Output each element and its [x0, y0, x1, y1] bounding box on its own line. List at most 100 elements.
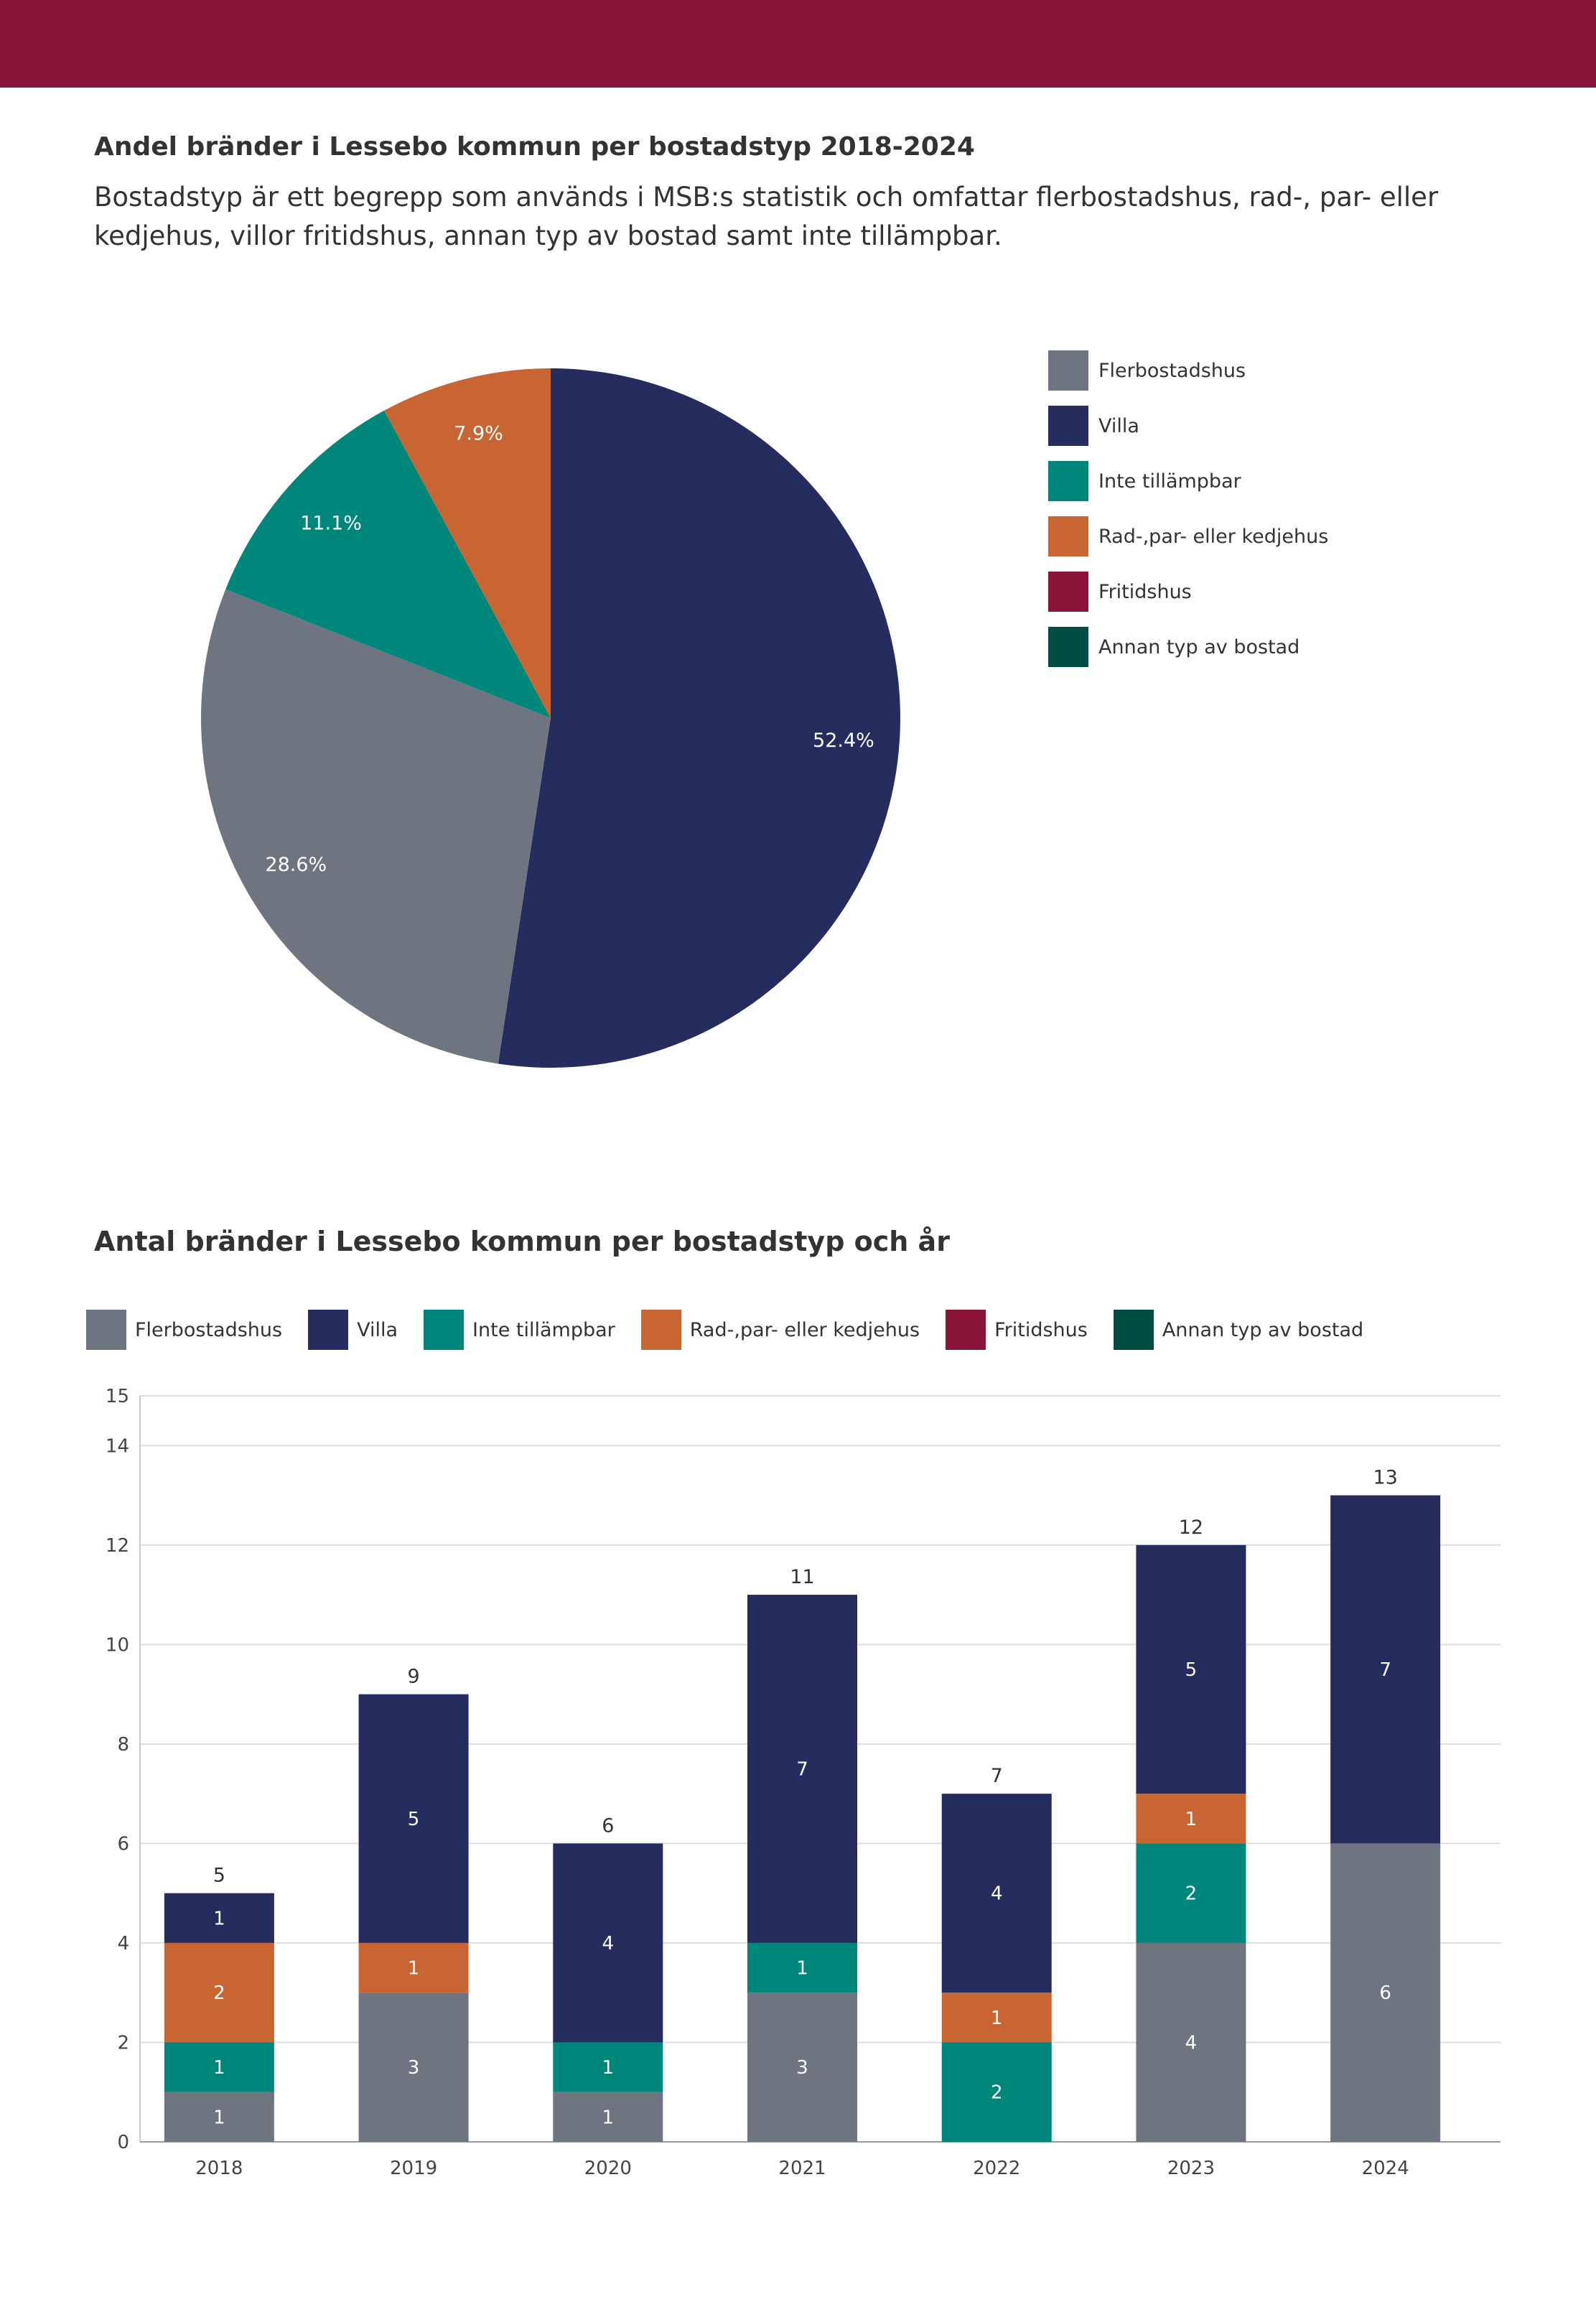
x-tick-label: 2023 [1167, 2158, 1215, 2179]
legend-swatch [1048, 572, 1088, 612]
legend-swatch [1048, 406, 1088, 446]
bar-value-label: 4 [602, 1933, 615, 1954]
legend-item-villa: Villa [1048, 406, 1328, 446]
bar-segment-rad-par-eller-kedjehus-2023 [1136, 1794, 1246, 1844]
bar-segment-villa-2023 [1136, 1544, 1246, 1794]
x-tick-label: 2018 [195, 2158, 243, 2179]
pie-legend: Flerbostadshus Villa Inte tillämpbar Rad… [1048, 350, 1328, 682]
bar-total-label: 9 [407, 1666, 419, 1688]
pie-slice-villa [498, 368, 901, 1068]
legend-swatch [424, 1310, 465, 1350]
bar-segment-rad-par-eller-kedjehus-2018 [164, 1942, 274, 2043]
x-tick-label: 2024 [1362, 2158, 1409, 2179]
legend-swatch [86, 1310, 126, 1350]
bar-value-label: 3 [796, 2057, 808, 2079]
bar-segment-rad-par-eller-kedjehus-2022 [941, 1993, 1052, 2043]
bar-segment-flerbostadshus-2024 [1330, 1843, 1441, 2142]
bar-segment-flerbostadshus-2020 [553, 2092, 663, 2142]
bar-value-label: 5 [408, 1809, 420, 1830]
bar-segment-flerbostadshus-2023 [1136, 1942, 1246, 2142]
legend-label: Fritidshus [994, 1318, 1088, 1341]
legend-label: Rad-,par- eller kedjehus [689, 1318, 920, 1341]
bar-value-label: 2 [991, 2082, 1003, 2104]
bar-segment-inte-till-mpbar-2020 [553, 2042, 663, 2092]
bar-value-label: 7 [1379, 1659, 1391, 1681]
bar-segment-villa-2020 [553, 1843, 663, 2043]
bar-value-label: 1 [408, 1958, 420, 1980]
description-text: Bostadstyp är ett begrepp som används i … [94, 182, 1439, 251]
legend-item-fritidshus: Fritidshus [1048, 572, 1328, 612]
top-banner [0, 0, 1596, 88]
bar-value-label: 1 [213, 2107, 225, 2128]
y-tick-label: 2 [117, 2032, 129, 2054]
legend-swatch [1048, 516, 1088, 556]
x-tick-label: 2022 [973, 2158, 1020, 2179]
pie-slice-inte-till-mpbar [225, 410, 551, 718]
bar-total-label: 11 [790, 1566, 814, 1588]
pie-label-inte-till-mpbar: 11.1% [300, 513, 362, 535]
bar-total-label: 12 [1179, 1516, 1203, 1539]
bar-value-label: 1 [213, 2057, 225, 2079]
legend-swatch [1048, 461, 1088, 501]
legend-item-inte-tillampbar: Inte tillämpbar [424, 1310, 615, 1350]
bar-total-label: 7 [991, 1765, 1003, 1787]
legend-label: Villa [1098, 414, 1139, 437]
legend-label: Inte tillämpbar [472, 1318, 615, 1341]
pie-chart-title: Andel bränder i Lessebo kommun per bosta… [94, 132, 975, 162]
legend-label: Fritidshus [1098, 580, 1192, 603]
bar-segment-villa-2024 [1330, 1495, 1441, 1844]
legend-swatch [1113, 1310, 1154, 1350]
bar-value-label: 4 [991, 1883, 1003, 1905]
y-tick-label: 0 [117, 2132, 129, 2153]
legend-swatch [946, 1310, 986, 1350]
bar-segment-flerbostadshus-2018 [164, 2092, 274, 2142]
pie-slice-rad-par-eller-kedjehus [384, 368, 551, 718]
bar-value-label: 2 [213, 1982, 225, 2004]
legend-label: Annan typ av bostad [1098, 635, 1300, 658]
x-tick-label: 2019 [390, 2158, 437, 2179]
legend-label: Annan typ av bostad [1162, 1318, 1364, 1341]
legend-label: Flerbostadshus [135, 1318, 283, 1341]
bar-value-label: 1 [991, 2008, 1003, 2029]
legend-item-annan-typ: Annan typ av bostad [1113, 1310, 1364, 1350]
bar-total-label: 13 [1373, 1467, 1397, 1489]
bar-segment-flerbostadshus-2021 [747, 1993, 857, 2142]
legend-label: Inte tillämpbar [1098, 470, 1241, 493]
legend-swatch [1048, 350, 1088, 391]
legend-item-radhus: Rad-,par- eller kedjehus [1048, 516, 1328, 556]
legend-item-radhus: Rad-,par- eller kedjehus [640, 1310, 920, 1350]
bar-legend: Flerbostadshus Villa Inte tillämpbar Rad… [86, 1310, 1389, 1350]
bar-value-label: 7 [796, 1759, 808, 1781]
bar-segment-villa-2019 [358, 1694, 469, 1943]
bar-segment-inte-till-mpbar-2021 [747, 1942, 857, 1993]
legend-swatch [308, 1310, 349, 1350]
x-tick-label: 2021 [778, 2158, 826, 2179]
bar-value-label: 1 [1185, 1809, 1198, 1830]
y-tick-label: 14 [106, 1435, 129, 1457]
y-tick-label: 8 [117, 1734, 129, 1756]
pie-label-villa: 52.4% [813, 730, 874, 752]
pie-slice-flerbostadshus [200, 589, 551, 1064]
bar-segment-inte-till-mpbar-2018 [164, 2042, 274, 2092]
bar-value-label: 3 [408, 2057, 420, 2079]
bar-value-label: 5 [1185, 1659, 1198, 1681]
legend-item-flerbostadshus: Flerbostadshus [86, 1310, 282, 1350]
legend-item-flerbostadshus: Flerbostadshus [1048, 350, 1328, 391]
bar-value-label: 1 [602, 2107, 615, 2128]
legend-label: Rad-,par- eller kedjehus [1098, 525, 1329, 548]
bar-segment-inte-till-mpbar-2023 [1136, 1843, 1246, 1943]
pie-label-flerbostadshus: 28.6% [265, 854, 327, 876]
legend-item-villa: Villa [308, 1310, 398, 1350]
legend-swatch [640, 1310, 681, 1350]
legend-item-fritidshus: Fritidshus [946, 1310, 1088, 1350]
bar-chart-title: Antal bränder i Lessebo kommun per bosta… [94, 1226, 950, 1257]
legend-item-inte-tillampbar: Inte tillämpbar [1048, 461, 1328, 501]
bar-value-label: 1 [796, 1958, 808, 1980]
legend-swatch [1048, 627, 1088, 667]
legend-item-annan-typ: Annan typ av bostad [1048, 627, 1328, 667]
bar-segment-villa-2018 [164, 1893, 274, 1943]
bar-segment-villa-2022 [941, 1794, 1052, 1993]
y-tick-label: 4 [117, 1933, 129, 1954]
bar-value-label: 1 [213, 1908, 225, 1929]
